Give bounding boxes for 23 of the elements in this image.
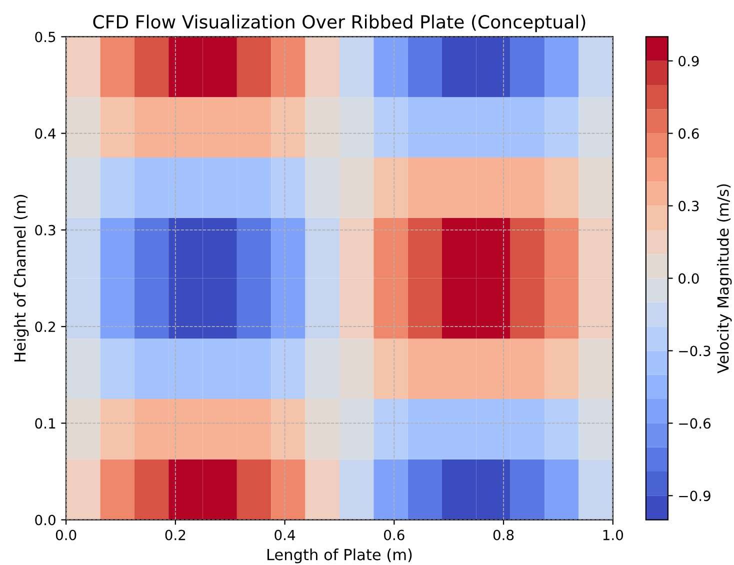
y-tick-label: 0.3 [35, 224, 56, 236]
y-tick-label: 0.2 [35, 322, 55, 332]
color-bar-title: Velocity Magnitude (m/s) [716, 184, 732, 374]
y-tick-label: 0.1 [35, 418, 56, 429]
x-tick-label: 0.0 [56, 530, 76, 540]
y-tick-label: 0.5 [35, 32, 56, 42]
color-bar-label: −0.6 [679, 418, 711, 429]
x-tick-label: 0.8 [493, 530, 514, 540]
y-tick-label: 0.4 [35, 128, 56, 139]
color-bar-label: 0.6 [678, 128, 699, 139]
y-tick-label: 0.0 [35, 514, 56, 526]
x-axis-title: Length of Plate (m) [267, 548, 412, 564]
color-bar-label: 0.0 [678, 273, 699, 284]
color-bar-label: −0.9 [679, 490, 710, 502]
x-tick-label: 0.6 [384, 530, 404, 540]
color-bar-label: 0.9 [678, 56, 699, 66]
x-tick-label: 0.4 [274, 530, 296, 540]
color-bar-label: 0.3 [678, 200, 699, 212]
x-tick-label: 0.2 [165, 530, 186, 540]
y-axis-title: Height of Channel (m) [14, 194, 29, 362]
x-tick-label: 1.0 [603, 530, 624, 540]
color-bar-label: −0.3 [679, 346, 710, 356]
chart-title: CFD Flow Visualization Over Ribbed Plate (Conceptual) [93, 14, 586, 32]
